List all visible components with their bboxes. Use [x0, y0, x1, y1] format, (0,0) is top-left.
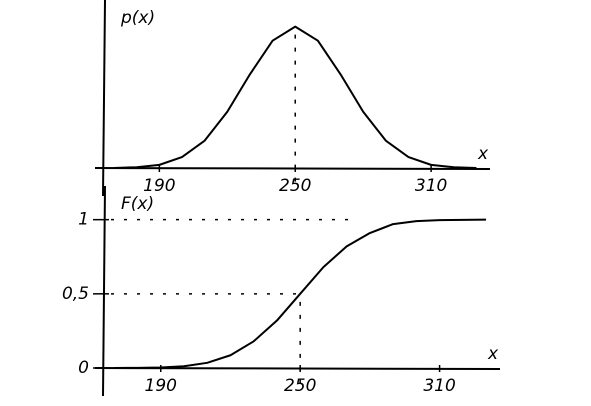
x-tick-label: 190 [145, 376, 177, 396]
y-tick-label: 0,5 [62, 284, 89, 304]
y-axis-label: p(x) [120, 8, 155, 28]
y-tick-label: 0 [78, 358, 89, 378]
y-axis-label: F(x) [121, 194, 154, 214]
y-axis [102, 185, 106, 397]
curve [114, 25, 477, 169]
x-tick-label: 250 [284, 376, 316, 396]
x-tick-label: 310 [415, 176, 447, 196]
x-axis-label: x [477, 144, 489, 164]
x-tick-label: 190 [143, 176, 175, 196]
curve [114, 218, 487, 369]
y-tick-label: 1 [78, 210, 89, 230]
y-axis [102, 0, 106, 197]
x-tick-label: 310 [423, 376, 455, 396]
x-axis-label: x [487, 344, 499, 364]
x-axis [94, 167, 491, 170]
x-tick-label: 250 [279, 176, 311, 196]
